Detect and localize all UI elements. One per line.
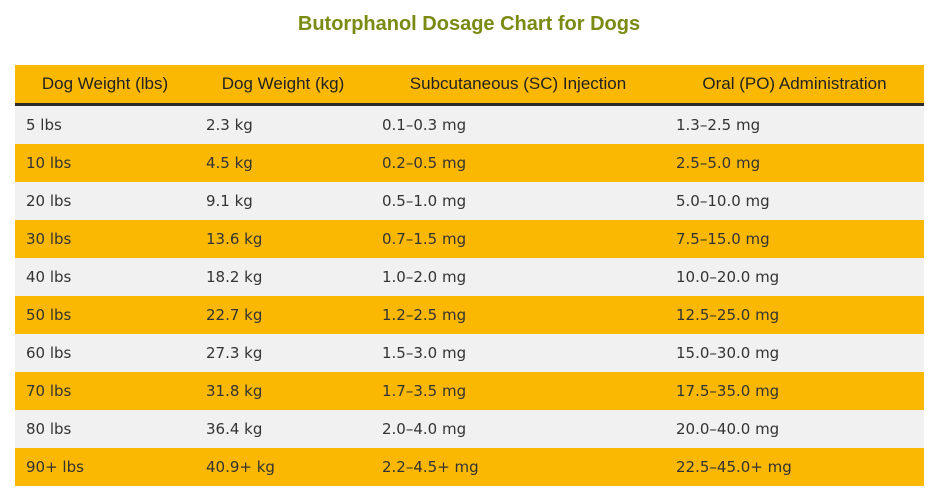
cell-sc-dose: 0.2–0.5 mg bbox=[371, 144, 665, 182]
table-row: 90+ lbs 40.9+ kg 2.2–4.5+ mg 22.5–45.0+ … bbox=[15, 448, 924, 486]
cell-weight-kg: 9.1 kg bbox=[195, 182, 371, 220]
cell-sc-dose: 0.1–0.3 mg bbox=[371, 104, 665, 144]
cell-weight-lbs: 40 lbs bbox=[15, 258, 195, 296]
table-row: 5 lbs 2.3 kg 0.1–0.3 mg 1.3–2.5 mg bbox=[15, 104, 924, 144]
cell-weight-kg: 4.5 kg bbox=[195, 144, 371, 182]
table-row: 70 lbs 31.8 kg 1.7–3.5 mg 17.5–35.0 mg bbox=[15, 372, 924, 410]
table-header-row: Dog Weight (lbs) Dog Weight (kg) Subcuta… bbox=[15, 65, 924, 106]
header-oral-administration: Oral (PO) Administration bbox=[665, 65, 924, 106]
cell-weight-kg: 2.3 kg bbox=[195, 104, 371, 144]
cell-weight-lbs: 10 lbs bbox=[15, 144, 195, 182]
cell-weight-kg: 27.3 kg bbox=[195, 334, 371, 372]
table-row: 50 lbs 22.7 kg 1.2–2.5 mg 12.5–25.0 mg bbox=[15, 296, 924, 334]
cell-weight-lbs: 50 lbs bbox=[15, 296, 195, 334]
cell-weight-lbs: 90+ lbs bbox=[15, 448, 195, 486]
page-title: Butorphanol Dosage Chart for Dogs bbox=[297, 13, 641, 35]
cell-po-dose: 2.5–5.0 mg bbox=[665, 144, 924, 182]
cell-weight-lbs: 70 lbs bbox=[15, 372, 195, 410]
cell-sc-dose: 1.5–3.0 mg bbox=[371, 334, 665, 372]
cell-weight-kg: 22.7 kg bbox=[195, 296, 371, 334]
header-weight-kg: Dog Weight (kg) bbox=[195, 65, 371, 106]
cell-sc-dose: 0.7–1.5 mg bbox=[371, 220, 665, 258]
table-row: 20 lbs 9.1 kg 0.5–1.0 mg 5.0–10.0 mg bbox=[15, 182, 924, 220]
cell-po-dose: 12.5–25.0 mg bbox=[665, 296, 924, 334]
cell-sc-dose: 2.2–4.5+ mg bbox=[371, 448, 665, 486]
cell-sc-dose: 1.7–3.5 mg bbox=[371, 372, 665, 410]
cell-sc-dose: 1.2–2.5 mg bbox=[371, 296, 665, 334]
table-row: 60 lbs 27.3 kg 1.5–3.0 mg 15.0–30.0 mg bbox=[15, 334, 924, 372]
cell-weight-kg: 40.9+ kg bbox=[195, 448, 371, 486]
cell-sc-dose: 0.5–1.0 mg bbox=[371, 182, 665, 220]
cell-weight-kg: 36.4 kg bbox=[195, 410, 371, 448]
cell-po-dose: 22.5–45.0+ mg bbox=[665, 448, 924, 486]
table-row: 30 lbs 13.6 kg 0.7–1.5 mg 7.5–15.0 mg bbox=[15, 220, 924, 258]
dosage-table: Dog Weight (lbs) Dog Weight (kg) Subcuta… bbox=[15, 65, 924, 486]
cell-weight-lbs: 80 lbs bbox=[15, 410, 195, 448]
cell-sc-dose: 1.0–2.0 mg bbox=[371, 258, 665, 296]
header-weight-lbs: Dog Weight (lbs) bbox=[15, 65, 195, 106]
table-row: 40 lbs 18.2 kg 1.0–2.0 mg 10.0–20.0 mg bbox=[15, 258, 924, 296]
cell-weight-lbs: 30 lbs bbox=[15, 220, 195, 258]
cell-po-dose: 1.3–2.5 mg bbox=[665, 104, 924, 144]
table-row: 80 lbs 36.4 kg 2.0–4.0 mg 20.0–40.0 mg bbox=[15, 410, 924, 448]
cell-po-dose: 20.0–40.0 mg bbox=[665, 410, 924, 448]
cell-weight-lbs: 20 lbs bbox=[15, 182, 195, 220]
cell-po-dose: 10.0–20.0 mg bbox=[665, 258, 924, 296]
cell-weight-kg: 31.8 kg bbox=[195, 372, 371, 410]
cell-po-dose: 5.0–10.0 mg bbox=[665, 182, 924, 220]
header-sc-injection: Subcutaneous (SC) Injection bbox=[371, 65, 665, 106]
cell-sc-dose: 2.0–4.0 mg bbox=[371, 410, 665, 448]
cell-po-dose: 15.0–30.0 mg bbox=[665, 334, 924, 372]
cell-weight-kg: 13.6 kg bbox=[195, 220, 371, 258]
cell-weight-kg: 18.2 kg bbox=[195, 258, 371, 296]
cell-po-dose: 17.5–35.0 mg bbox=[665, 372, 924, 410]
cell-weight-lbs: 60 lbs bbox=[15, 334, 195, 372]
table-row: 10 lbs 4.5 kg 0.2–0.5 mg 2.5–5.0 mg bbox=[15, 144, 924, 182]
cell-po-dose: 7.5–15.0 mg bbox=[665, 220, 924, 258]
cell-weight-lbs: 5 lbs bbox=[15, 104, 195, 144]
